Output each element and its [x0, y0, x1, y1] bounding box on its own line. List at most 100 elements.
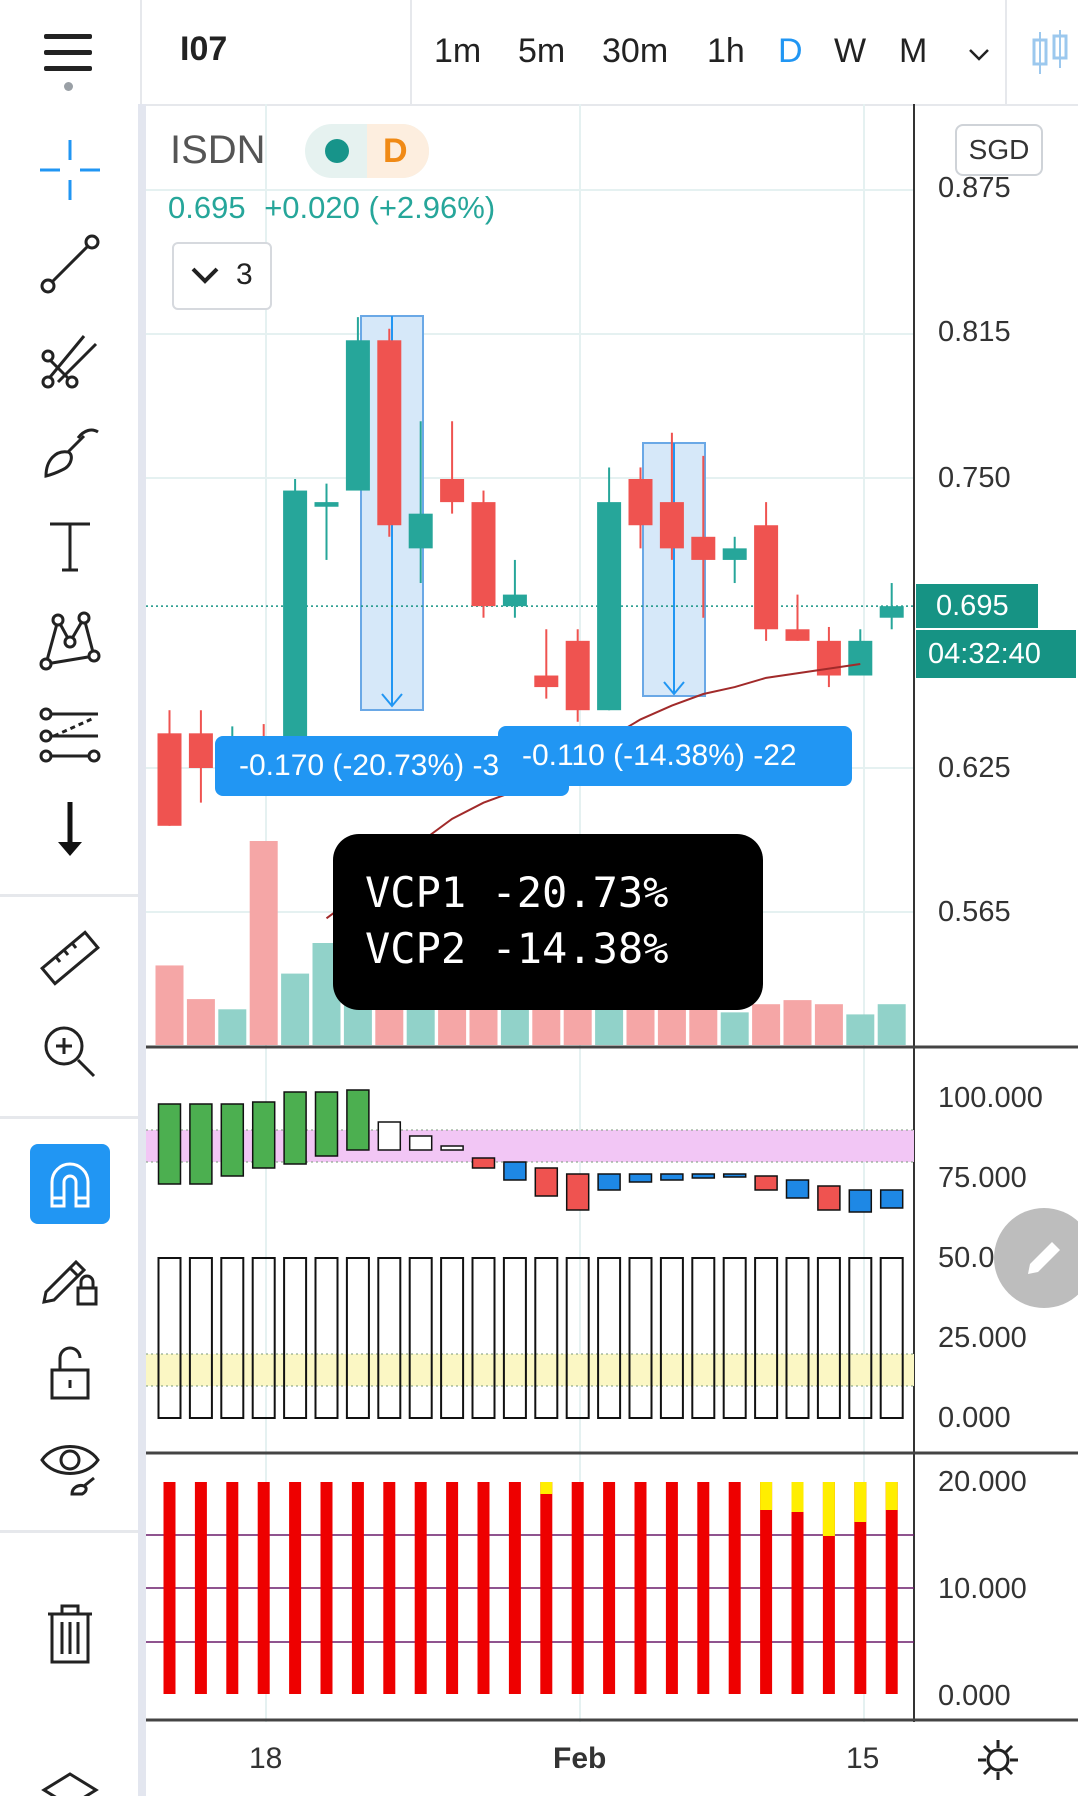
indicator-box [345, 1257, 370, 1419]
crosshair-icon[interactable] [30, 130, 110, 210]
indicator-box [283, 1257, 308, 1419]
top-toolbar: I07 1m 5m 30m 1h D W M [0, 0, 1078, 106]
indicator-bar [597, 1173, 621, 1191]
candle-body [691, 536, 716, 560]
legend-symbol[interactable]: ISDN [170, 128, 266, 172]
vcp-annotation[interactable]: VCP1 -20.73% VCP2 -14.38% [333, 834, 763, 1010]
indicator-bar [346, 1089, 370, 1151]
strength-bar [540, 1482, 553, 1694]
measure-label-vcp2[interactable]: -0.110 (-14.38%) -22 [498, 726, 852, 786]
divider [1005, 0, 1007, 104]
strength-bar [697, 1482, 710, 1694]
candle-body [188, 733, 213, 768]
timeframe-m[interactable]: M [899, 32, 928, 70]
last-price-tag: 0.695 [916, 584, 1038, 628]
volume-bar [595, 1004, 624, 1045]
pencil-icon [1028, 1242, 1060, 1274]
chevron-down-icon[interactable] [968, 38, 990, 69]
timeframe-5m[interactable]: 5m [518, 32, 566, 70]
volume-bar [846, 1014, 875, 1045]
symbol-search[interactable]: I07 [180, 30, 228, 68]
indicator-bar [408, 1135, 433, 1151]
ruler-icon[interactable] [30, 918, 110, 998]
strength-bar [728, 1482, 741, 1694]
x-axis-label: 15 [846, 1742, 880, 1775]
indicator-box [251, 1257, 276, 1419]
edit-drawing-button[interactable] [994, 1208, 1078, 1308]
volume-bar [155, 965, 184, 1045]
divider [410, 0, 412, 104]
currency-button[interactable]: SGD [955, 124, 1043, 176]
magnet-icon[interactable] [30, 1144, 110, 1224]
indicator-bar [503, 1161, 527, 1181]
eye-icon[interactable] [30, 1426, 110, 1506]
candle-body [157, 733, 182, 826]
zoom-in-icon[interactable] [30, 1012, 110, 1092]
candle-body [879, 606, 904, 618]
indicator-bar [377, 1121, 402, 1151]
trash-icon[interactable] [30, 1594, 110, 1674]
timeframe-30m[interactable]: 30m [602, 32, 669, 70]
prediction-icon[interactable] [30, 694, 110, 774]
timeframe-w[interactable]: W [834, 32, 867, 70]
candle-body [440, 479, 465, 503]
eraser-icon[interactable] [30, 1750, 110, 1796]
lock-drawing-icon[interactable] [30, 1238, 110, 1318]
price-label: 0.565 [938, 896, 1011, 928]
arrow-down-icon[interactable] [30, 788, 110, 868]
strength-bar [257, 1482, 270, 1694]
chevron-down-icon [191, 267, 219, 284]
timeframe-d[interactable]: D [778, 32, 803, 70]
indicator-box [408, 1257, 433, 1419]
indicator-bar [628, 1173, 653, 1183]
unlock-icon[interactable] [30, 1332, 110, 1412]
price-label: 0.815 [938, 316, 1011, 348]
candle-body [722, 548, 747, 560]
strength-bar-highlight [822, 1482, 835, 1536]
indicator-box [628, 1257, 653, 1419]
indicator-box [220, 1257, 245, 1419]
indicator-box [785, 1257, 810, 1419]
oversold-band [146, 1354, 914, 1386]
pitchfork-icon[interactable] [30, 318, 110, 398]
indicator-bar [817, 1185, 841, 1211]
strength-bar-highlight [854, 1482, 867, 1522]
strength-bar-highlight [760, 1482, 773, 1510]
market-status-pill[interactable]: D [305, 124, 429, 178]
indicator-scale-label: 10.000 [938, 1573, 1027, 1605]
volume-bar [438, 1004, 467, 1045]
candle-body [628, 479, 653, 526]
volume-bar [218, 1009, 247, 1045]
strength-bar [320, 1482, 333, 1694]
measure-arrowhead [381, 693, 403, 708]
timeframe-1m[interactable]: 1m [434, 32, 482, 70]
legend-interval: D [383, 132, 408, 170]
indicator-box [597, 1257, 622, 1419]
indicator-scale-label: 100.000 [938, 1082, 1043, 1114]
indicator-box [377, 1257, 402, 1419]
strength-bar [760, 1482, 773, 1694]
strength-bar [885, 1482, 898, 1694]
trend-line-icon[interactable] [30, 224, 110, 304]
gear-icon[interactable] [976, 1738, 1020, 1787]
candles-icon[interactable] [1030, 28, 1070, 83]
timeframe-1h[interactable]: 1h [707, 32, 745, 70]
candle-body [848, 640, 873, 676]
collapse-indicators-button[interactable]: 3 [172, 242, 272, 310]
volume-bar [469, 1004, 498, 1045]
annotation-line: VCP2 -14.38% [365, 924, 669, 973]
indicator-box [722, 1257, 747, 1419]
volume-bar [406, 1004, 435, 1045]
pattern-icon[interactable] [30, 600, 110, 680]
candle-body [597, 502, 622, 711]
indicator-bar [691, 1173, 716, 1179]
brush-icon[interactable] [30, 412, 110, 492]
menu-icon[interactable] [0, 0, 142, 104]
indicator-bar [754, 1175, 778, 1191]
text-icon[interactable] [30, 506, 110, 586]
indicator-bar [565, 1173, 590, 1211]
indicator-bar [785, 1179, 810, 1199]
volume-bar [626, 1004, 655, 1045]
indicator-scale-label: 25.000 [938, 1322, 1027, 1354]
indicator-box [440, 1257, 465, 1419]
